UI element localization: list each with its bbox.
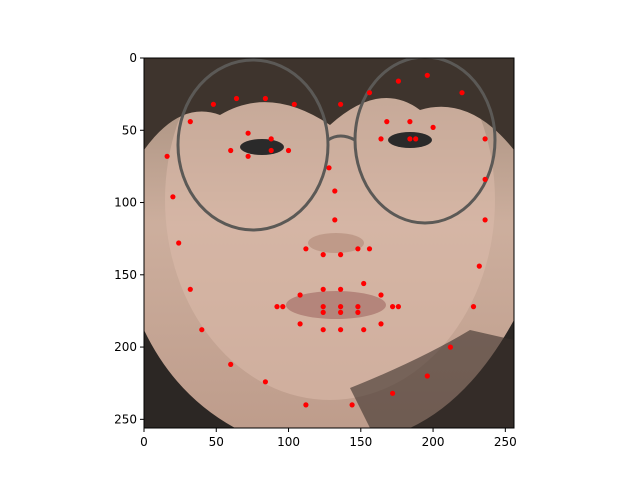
landmark-point (291, 101, 297, 107)
landmark-point (262, 379, 268, 385)
y-tick-label: 50 (122, 123, 137, 137)
landmark-point (262, 95, 268, 102)
landmark-point (332, 188, 338, 194)
landmark-point (338, 286, 344, 292)
landmark-point (228, 147, 234, 154)
x-tick-label: 50 (209, 435, 224, 449)
landmark-point (187, 119, 193, 125)
x-tick-label: 200 (422, 435, 445, 449)
landmark-point (407, 119, 413, 125)
landmark-point (338, 327, 344, 333)
landmark-point (338, 309, 344, 315)
landmark-point (413, 136, 419, 142)
landmark-point (390, 304, 396, 310)
landmark-point (366, 90, 373, 96)
y-tick-label: 200 (114, 340, 137, 354)
landmark-point (378, 292, 384, 298)
landmark-point (338, 304, 344, 310)
landmark-point (320, 327, 326, 333)
landmark-point (459, 90, 465, 96)
landmark-point (268, 147, 274, 154)
landmark-point (320, 286, 326, 292)
landmark-point (280, 304, 286, 310)
landmark-point (274, 304, 280, 310)
face-photo (144, 58, 514, 428)
x-tick-label: 0 (140, 435, 148, 449)
x-tick-label: 100 (277, 435, 300, 449)
landmark-point (361, 327, 367, 333)
landmark-point (320, 252, 326, 258)
landmark-point (424, 373, 430, 379)
landmark-point (378, 136, 384, 142)
landmark-point (482, 136, 488, 142)
landmark-point (407, 136, 413, 142)
landmark-point (268, 136, 274, 142)
landmark-point (395, 78, 401, 84)
landmark-point (176, 240, 182, 246)
y-axis: 0 50 100 150 200 250 (114, 51, 144, 426)
landmark-point (303, 246, 309, 252)
landmark-point (297, 321, 303, 327)
landmark-point (338, 101, 344, 107)
landmark-point (332, 217, 338, 223)
y-tick-label: 100 (114, 196, 137, 210)
landmark-point (366, 246, 373, 252)
landmark-point (245, 130, 251, 136)
landmark-point (320, 304, 326, 310)
landmark-point (233, 95, 240, 102)
landmark-point (482, 217, 488, 223)
landmark-point (390, 390, 396, 396)
landmark-point (326, 165, 332, 171)
landmark-point (384, 119, 390, 125)
landmark-point (320, 309, 326, 315)
landmark-point (164, 153, 170, 159)
landmark-point (170, 194, 176, 200)
y-tick-label: 250 (114, 412, 137, 426)
landmark-markers (164, 72, 488, 408)
landmark-point (245, 153, 251, 159)
landmark-point (355, 246, 361, 252)
landmark-point (303, 402, 309, 408)
landmark-point (210, 101, 216, 107)
landmark-point (338, 252, 344, 258)
landmark-point (447, 344, 453, 350)
landmark-point (199, 327, 205, 333)
landmark-point (349, 402, 355, 408)
landmark-point (430, 124, 436, 130)
y-tick-label: 150 (114, 268, 137, 282)
landmark-point (378, 321, 384, 327)
landmark-point (355, 309, 361, 315)
landmark-point (285, 147, 292, 154)
landmark-point (395, 304, 401, 310)
y-tick-label: 0 (129, 51, 137, 65)
x-tick-label: 250 (494, 435, 517, 449)
landmark-point (482, 176, 488, 182)
landmark-point (187, 286, 193, 292)
axes-frame (143, 57, 515, 429)
landmark-point (476, 263, 482, 269)
landmark-point (470, 304, 477, 310)
landmark-point (355, 304, 361, 310)
landmark-point (228, 361, 234, 367)
landmark-point (424, 72, 430, 78)
landmark-point (297, 292, 303, 298)
x-tick-label: 150 (349, 435, 372, 449)
landmark-point (361, 280, 367, 287)
x-axis: 0 50 100 150 200 250 (140, 428, 517, 449)
